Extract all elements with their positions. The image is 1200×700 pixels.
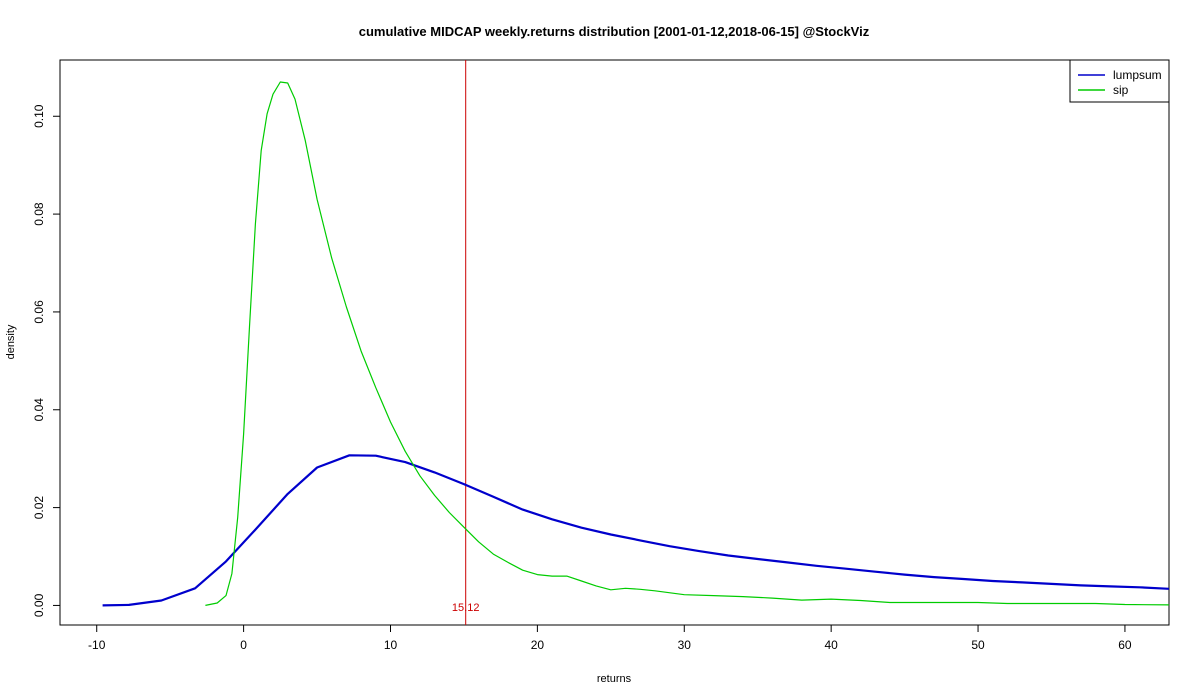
y-tick-label: 0.00 [32,593,46,617]
x-tick-label: -10 [88,638,106,652]
y-tick-label: 0.04 [32,398,46,422]
legend-box [1069,59,1170,103]
plot-frame [59,59,1170,626]
x-tick-label: 0 [240,638,247,652]
y-tick-label: 0.02 [32,496,46,520]
y-tick-label: 0.10 [32,104,46,128]
series-layer [102,81,1170,607]
x-axis-label: returns [597,673,632,685]
x-tick-label: 60 [1118,638,1132,652]
x-tick-label: 50 [971,638,985,652]
x-axis: -10 0 10 20 30 40 50 60 [88,625,1132,652]
chart-title: cumulative MIDCAP weekly.returns distrib… [359,24,870,39]
legend: lumpsum sip [1069,59,1170,103]
vertical-marker-label: 15.12 [452,602,480,614]
legend-label-lumpsum: lumpsum [1113,68,1162,82]
x-tick-label: 10 [384,638,398,652]
y-axis: 0.00 0.02 0.04 0.06 0.08 0.10 [32,104,60,617]
y-tick-label: 0.06 [32,300,46,324]
legend-label-sip: sip [1113,83,1129,97]
y-axis-label: density [5,324,17,359]
plot-area: 15.12 [102,60,1170,625]
x-tick-label: 40 [824,638,838,652]
series-line-lumpsum [102,454,1170,607]
x-tick-label: 20 [531,638,545,652]
series-line-sip [205,81,1170,606]
x-tick-label: 30 [678,638,692,652]
y-tick-label: 0.08 [32,202,46,226]
